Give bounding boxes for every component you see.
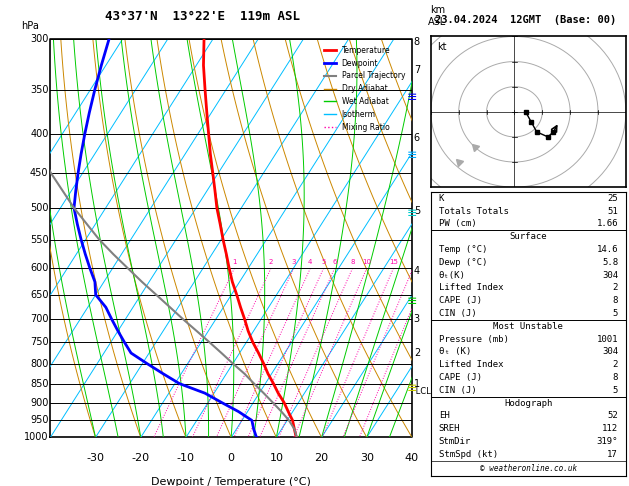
Text: 6: 6 [332, 259, 337, 265]
Text: 52: 52 [608, 411, 618, 420]
Text: 2: 2 [613, 360, 618, 369]
Text: StmSpd (kt): StmSpd (kt) [438, 450, 498, 459]
Text: 20: 20 [314, 453, 328, 463]
Text: Hodograph: Hodograph [504, 399, 552, 408]
Text: CAPE (J): CAPE (J) [438, 296, 482, 305]
Text: 304: 304 [602, 271, 618, 279]
Text: Dewpoint / Temperature (°C): Dewpoint / Temperature (°C) [151, 477, 311, 486]
Text: ≡: ≡ [407, 295, 417, 308]
Text: CIN (J): CIN (J) [438, 386, 476, 395]
Text: 450: 450 [30, 168, 48, 178]
Text: 1.66: 1.66 [596, 220, 618, 228]
Text: Pressure (mb): Pressure (mb) [438, 334, 508, 344]
Text: 1000: 1000 [24, 433, 48, 442]
Text: 8: 8 [613, 296, 618, 305]
Text: 950: 950 [30, 416, 48, 425]
Text: 43°37'N  13°22'E  119m ASL: 43°37'N 13°22'E 119m ASL [104, 10, 300, 23]
Text: 3: 3 [414, 314, 420, 324]
Text: Temp (°C): Temp (°C) [438, 245, 487, 254]
Text: 4: 4 [308, 259, 313, 265]
Text: 2: 2 [613, 283, 618, 293]
Text: 5: 5 [414, 206, 420, 216]
Text: kt: kt [437, 42, 446, 52]
Text: 350: 350 [30, 85, 48, 95]
Text: CIN (J): CIN (J) [438, 309, 476, 318]
Text: 5: 5 [321, 259, 326, 265]
Text: 40: 40 [405, 453, 419, 463]
Text: 51: 51 [608, 207, 618, 216]
Text: ≡: ≡ [407, 208, 417, 220]
Text: 300: 300 [30, 34, 48, 44]
Text: 7: 7 [414, 66, 420, 75]
Text: 25: 25 [608, 194, 618, 203]
Text: 3: 3 [291, 259, 296, 265]
Text: 2: 2 [269, 259, 273, 265]
Text: hPa: hPa [21, 21, 39, 31]
Text: 15: 15 [389, 259, 398, 265]
Text: 8: 8 [414, 37, 420, 47]
Text: K: K [438, 194, 444, 203]
Text: ≡: ≡ [407, 149, 417, 162]
Text: Surface: Surface [509, 232, 547, 241]
Text: 600: 600 [30, 263, 48, 273]
Text: 10: 10 [269, 453, 284, 463]
Text: 700: 700 [30, 314, 48, 324]
Text: 650: 650 [30, 290, 48, 300]
Text: LCL: LCL [413, 387, 430, 396]
Text: km
ASL: km ASL [428, 5, 447, 27]
Text: 5: 5 [613, 309, 618, 318]
Text: θₜ(K): θₜ(K) [438, 271, 465, 279]
Text: 8: 8 [350, 259, 355, 265]
Text: 17: 17 [608, 450, 618, 459]
Text: -20: -20 [131, 453, 150, 463]
Text: Most Unstable: Most Unstable [493, 322, 564, 331]
Text: Totals Totals: Totals Totals [438, 207, 508, 216]
Text: 319°: 319° [596, 437, 618, 446]
Text: Dewp (°C): Dewp (°C) [438, 258, 487, 267]
Text: -30: -30 [87, 453, 104, 463]
Text: Lifted Index: Lifted Index [438, 283, 503, 293]
Text: 1: 1 [232, 259, 237, 265]
Text: 400: 400 [30, 129, 48, 139]
Text: 0: 0 [228, 453, 235, 463]
Text: 304: 304 [602, 347, 618, 356]
Text: θₜ (K): θₜ (K) [438, 347, 471, 356]
Text: 500: 500 [30, 203, 48, 213]
Text: StmDir: StmDir [438, 437, 471, 446]
Text: 850: 850 [30, 379, 48, 389]
Text: PW (cm): PW (cm) [438, 220, 476, 228]
Text: © weatheronline.co.uk: © weatheronline.co.uk [480, 464, 577, 473]
Text: 5: 5 [613, 386, 618, 395]
Text: SREH: SREH [438, 424, 460, 433]
Text: 6: 6 [414, 133, 420, 143]
Text: 30: 30 [360, 453, 374, 463]
Text: 4: 4 [414, 266, 420, 276]
Text: 750: 750 [30, 337, 48, 347]
Text: 14.6: 14.6 [596, 245, 618, 254]
Text: CAPE (J): CAPE (J) [438, 373, 482, 382]
Text: 10: 10 [362, 259, 371, 265]
Legend: Temperature, Dewpoint, Parcel Trajectory, Dry Adiabat, Wet Adiabat, Isotherm, Mi: Temperature, Dewpoint, Parcel Trajectory… [321, 43, 408, 135]
Text: ≡: ≡ [407, 91, 417, 104]
Text: 1: 1 [414, 379, 420, 389]
Text: -10: -10 [177, 453, 195, 463]
Text: 900: 900 [30, 398, 48, 408]
Text: ≡: ≡ [407, 382, 417, 395]
Text: Lifted Index: Lifted Index [438, 360, 503, 369]
Text: 550: 550 [30, 235, 48, 244]
Text: 5.8: 5.8 [602, 258, 618, 267]
Text: 800: 800 [30, 359, 48, 368]
Text: 8: 8 [613, 373, 618, 382]
Text: Mixing Ratio (g/kg): Mixing Ratio (g/kg) [443, 198, 453, 278]
Text: EH: EH [438, 411, 449, 420]
Text: 1001: 1001 [596, 334, 618, 344]
Text: 112: 112 [602, 424, 618, 433]
Text: 2: 2 [414, 348, 420, 358]
Text: 23.04.2024  12GMT  (Base: 00): 23.04.2024 12GMT (Base: 00) [435, 15, 616, 25]
